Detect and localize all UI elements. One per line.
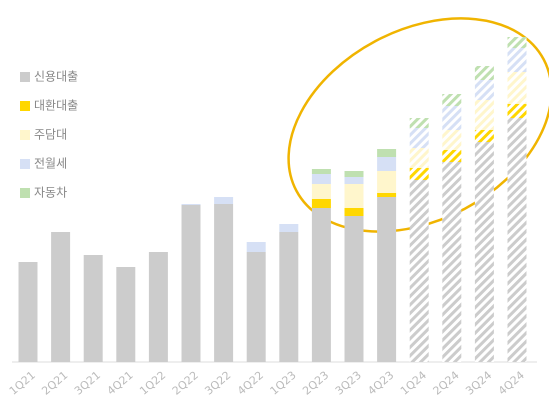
bar-segment [148,252,168,362]
x-tick-label: 3Q24 [463,369,494,398]
bar-segment [214,204,234,362]
bar-segment [311,208,331,362]
bar-segment [377,193,397,197]
bar-segment [344,171,364,177]
x-tick-label: 4Q24 [496,369,527,398]
bar-segment [442,106,462,130]
bar-segment [409,118,429,128]
bar-segment [474,142,494,362]
bar-segment [442,150,462,162]
bar-segment [344,177,364,184]
x-tick-label: 3Q21 [72,369,103,398]
bar-segment [474,130,494,142]
bar-segment [409,180,429,362]
bar-segment [116,267,136,362]
bar-segment [344,184,364,208]
bar-segment [311,174,331,184]
bar-segment [181,204,201,205]
bar-segment [377,157,397,171]
x-tick-label: 4Q22 [235,369,266,398]
bar-segment [51,232,71,362]
legend-swatch [20,159,30,169]
bar-segment [409,128,429,148]
bar-segment [474,100,494,130]
bar-segment [377,171,397,193]
bar-segment [507,118,527,362]
bar-segment [377,197,397,362]
legend-swatch [20,101,30,111]
legend-swatch [20,130,30,140]
x-tick-label: 1Q22 [137,369,168,398]
highlight-ellipse [287,17,549,233]
bar-segment [246,242,266,252]
bar-segment [214,197,234,204]
bar-segment [442,94,462,106]
bar-segment [507,37,527,48]
x-tick-label: 2Q21 [39,369,70,398]
legend-label: 전월세 [34,157,67,171]
bar-segment [442,162,462,362]
x-tick-label: 1Q24 [398,369,429,398]
legend-label: 신용대출 [34,70,78,84]
bar-segment [344,208,364,216]
bar-segment [311,184,331,199]
legend-label: 대환대출 [34,99,78,113]
bar-segment [181,205,201,362]
bar-segment [83,255,103,362]
bar-segment [507,48,527,72]
bar-segment [344,216,364,362]
bar-segment [442,130,462,150]
x-tick-label: 4Q23 [365,369,396,398]
bar-segment [474,66,494,80]
legend-swatch [20,72,30,82]
x-tick-label: 1Q21 [7,369,38,398]
bar-segment [246,252,266,362]
bar-segment [377,149,397,157]
x-tick-label: 3Q23 [333,369,364,398]
x-tick-label: 4Q21 [105,369,136,398]
bar-segment [311,169,331,174]
legend-label: 자동차 [34,186,67,200]
bar-segment [507,72,527,104]
legend-swatch [20,188,30,198]
x-tick-label: 1Q23 [268,369,299,398]
x-tick-label: 2Q24 [431,369,462,398]
bar-segment [18,262,38,362]
bar-segment [474,80,494,100]
x-tick-label: 2Q22 [170,369,201,398]
x-tick-label: 2Q23 [300,369,331,398]
x-tick-label: 3Q22 [202,369,233,398]
bar-segment [279,224,299,232]
bar-segment [311,199,331,208]
bar-segment [279,232,299,362]
bar-segment [507,104,527,118]
bar-segment [409,168,429,180]
legend-label: 주담대 [34,128,67,142]
bar-segment [409,148,429,168]
